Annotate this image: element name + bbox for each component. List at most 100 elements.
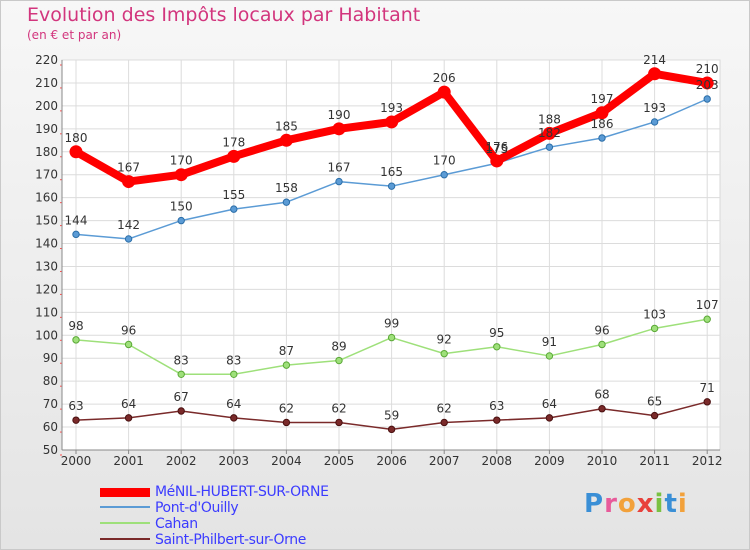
data-label: 165 <box>380 165 403 179</box>
data-label: 175 <box>485 142 508 156</box>
data-point <box>542 126 556 140</box>
data-point <box>177 370 185 378</box>
data-label: 83 <box>226 353 241 367</box>
legend-label: Cahan <box>155 516 198 532</box>
x-tick-label: 2007 <box>429 454 460 468</box>
data-label: 150 <box>170 200 193 214</box>
data-point <box>282 418 291 427</box>
y-tick-label: 130 <box>35 259 58 273</box>
data-point <box>703 315 711 323</box>
data-point <box>227 149 241 163</box>
data-point <box>387 425 396 434</box>
data-label: 178 <box>222 135 245 149</box>
y-tick-label: 160 <box>35 191 58 205</box>
data-point <box>72 416 80 424</box>
y-tick-label: 80 <box>43 374 58 388</box>
data-label: 193 <box>643 101 666 115</box>
data-label: 186 <box>591 117 614 131</box>
y-tick-label: 180 <box>35 145 58 159</box>
data-label: 71 <box>700 381 715 395</box>
data-point <box>650 118 659 126</box>
data-point <box>177 216 185 225</box>
x-tick-label: 2001 <box>113 454 144 468</box>
x-tick-label: 2000 <box>61 454 92 468</box>
data-point <box>124 235 133 243</box>
data-point <box>177 407 185 415</box>
x-tick-label: 2009 <box>534 454 565 468</box>
data-point <box>595 106 609 120</box>
data-point <box>440 349 448 358</box>
data-point <box>124 340 133 349</box>
data-label: 103 <box>643 307 666 321</box>
data-point <box>703 95 711 103</box>
data-label: 190 <box>328 108 351 122</box>
data-point <box>437 85 451 99</box>
data-label: 63 <box>68 399 83 413</box>
data-point <box>174 168 188 182</box>
y-tick-label: 120 <box>35 282 58 296</box>
y-tick-label: 50 <box>43 443 58 457</box>
data-label: 167 <box>328 161 351 175</box>
y-tick-label: 60 <box>43 420 58 434</box>
data-point <box>335 356 343 365</box>
data-label: 89 <box>331 340 346 354</box>
data-point <box>598 134 606 142</box>
chart-subtitle: (en € et par an) <box>27 28 122 42</box>
data-point <box>700 76 714 90</box>
data-label: 214 <box>643 53 666 67</box>
x-tick-label: 2006 <box>376 454 407 468</box>
data-label: 68 <box>594 388 609 402</box>
data-label: 95 <box>489 326 504 340</box>
data-label: 144 <box>65 213 88 227</box>
legend-label: Pont-d'Ouilly <box>155 500 239 516</box>
y-tick-label: 100 <box>35 328 58 342</box>
data-point <box>493 416 501 424</box>
data-label: 62 <box>279 401 294 415</box>
data-point <box>230 370 238 378</box>
data-point <box>650 324 659 333</box>
data-label: 91 <box>542 335 557 349</box>
data-point <box>335 418 343 427</box>
data-point <box>122 175 136 189</box>
data-label: 59 <box>384 408 399 422</box>
data-label: 83 <box>174 353 189 367</box>
data-label: 67 <box>174 390 189 404</box>
data-label: 170 <box>170 154 193 168</box>
data-label: 99 <box>384 317 399 331</box>
data-point <box>387 182 396 190</box>
y-tick-label: 110 <box>35 305 58 319</box>
data-point <box>282 198 291 206</box>
data-label: 65 <box>647 395 662 409</box>
data-label: 193 <box>380 101 403 115</box>
proxiti-logo: Proxiti <box>584 489 688 519</box>
data-point <box>440 171 448 179</box>
data-point <box>72 336 80 344</box>
data-label: 62 <box>331 401 346 415</box>
data-label: 170 <box>433 154 456 168</box>
data-label: 180 <box>65 131 88 145</box>
y-tick-label: 170 <box>35 168 58 182</box>
x-tick-label: 2002 <box>166 454 197 468</box>
data-point <box>282 361 291 369</box>
y-tick-label: 90 <box>43 351 58 365</box>
data-point <box>598 405 606 413</box>
data-point <box>490 154 504 168</box>
data-label: 96 <box>594 323 609 337</box>
data-label: 197 <box>591 92 614 106</box>
x-tick-label: 2011 <box>639 454 670 468</box>
data-label: 107 <box>696 298 719 312</box>
legend-label: Saint-Philbert-sur-Orne <box>155 532 306 548</box>
data-label: 158 <box>275 181 298 195</box>
legend-swatch <box>100 506 150 508</box>
data-point <box>332 122 346 136</box>
data-label: 210 <box>696 62 719 76</box>
y-tick-label: 210 <box>35 76 58 90</box>
data-label: 185 <box>275 119 298 133</box>
data-point <box>650 411 659 420</box>
legend-swatch <box>100 538 150 540</box>
data-point <box>703 398 711 406</box>
data-point <box>545 352 554 360</box>
y-tick-label: 200 <box>35 99 58 113</box>
data-label: 142 <box>117 218 140 232</box>
